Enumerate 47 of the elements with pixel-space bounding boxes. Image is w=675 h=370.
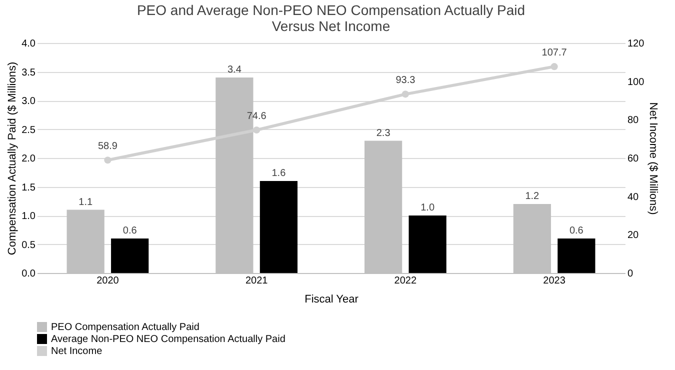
point (550, 63, 558, 70)
chart-title: PEO and Average Non-PEO NEO Compensation Actually Paid Versus Net Income (136, 2, 526, 34)
y-tick-label: 2.0 (22, 154, 36, 164)
y-tick-label: 1.5 (22, 182, 36, 194)
y-axis-title: Compensation Actually Paid ($ Millions) (6, 62, 19, 256)
y-tick-label: 4.0 (22, 38, 36, 50)
bar (558, 238, 596, 273)
y2-tick-label: 40 (628, 192, 640, 203)
data-label: 1.1 (78, 196, 93, 208)
x-tick-label: 2022 (394, 276, 417, 286)
y-tick-label: 0.0 (22, 268, 36, 280)
data-label: 1.6 (272, 168, 286, 179)
bar (408, 216, 446, 273)
data-label: 0.6 (122, 226, 138, 236)
x-tick-label: 2021 (245, 276, 268, 286)
y-tick-label: 3.5 (22, 67, 36, 78)
point (253, 126, 260, 134)
y2-tick-label: 100 (628, 76, 645, 88)
y2-tick-label: 20 (628, 230, 640, 242)
y-tick-label: 1.0 (22, 211, 36, 222)
x-tick-label: 2020 (96, 276, 120, 286)
data-label: 1.0 (420, 202, 435, 214)
y-tick-label: 3.0 (22, 96, 36, 107)
y2-tick-label: 120 (628, 38, 645, 50)
y2-axis-title: Net Income ($ Millions) (647, 102, 660, 215)
data-label: 58.9 (98, 141, 118, 152)
y2-tick-label: 80 (628, 115, 640, 126)
legend-label: PEO Compensation Actually Paid (51, 322, 200, 333)
y-tick-label: 0.5 (22, 240, 36, 251)
y2-tick-label: 0 (628, 268, 634, 280)
bar (260, 181, 298, 273)
data-label: 107.7 (542, 48, 568, 59)
x-axis-title: Fiscal Year (304, 294, 359, 306)
y-tick-label: 2.5 (22, 124, 36, 136)
legend-label: Average Non-PEO NEO Compensation Actually Paid (51, 334, 286, 345)
data-label: 74.6 (246, 111, 267, 122)
x-tick-label: 2023 (543, 276, 566, 286)
legend-label: Net Income (51, 346, 103, 357)
y2-tick-label: 60 (628, 154, 640, 164)
data-label: 1.2 (525, 191, 540, 202)
point (104, 156, 112, 164)
bar (111, 238, 149, 273)
data-label: 0.6 (569, 226, 584, 236)
point (402, 90, 409, 98)
data-label: 2.3 (376, 128, 391, 139)
data-label: 3.4 (227, 64, 242, 76)
data-label: 93.3 (396, 75, 416, 86)
